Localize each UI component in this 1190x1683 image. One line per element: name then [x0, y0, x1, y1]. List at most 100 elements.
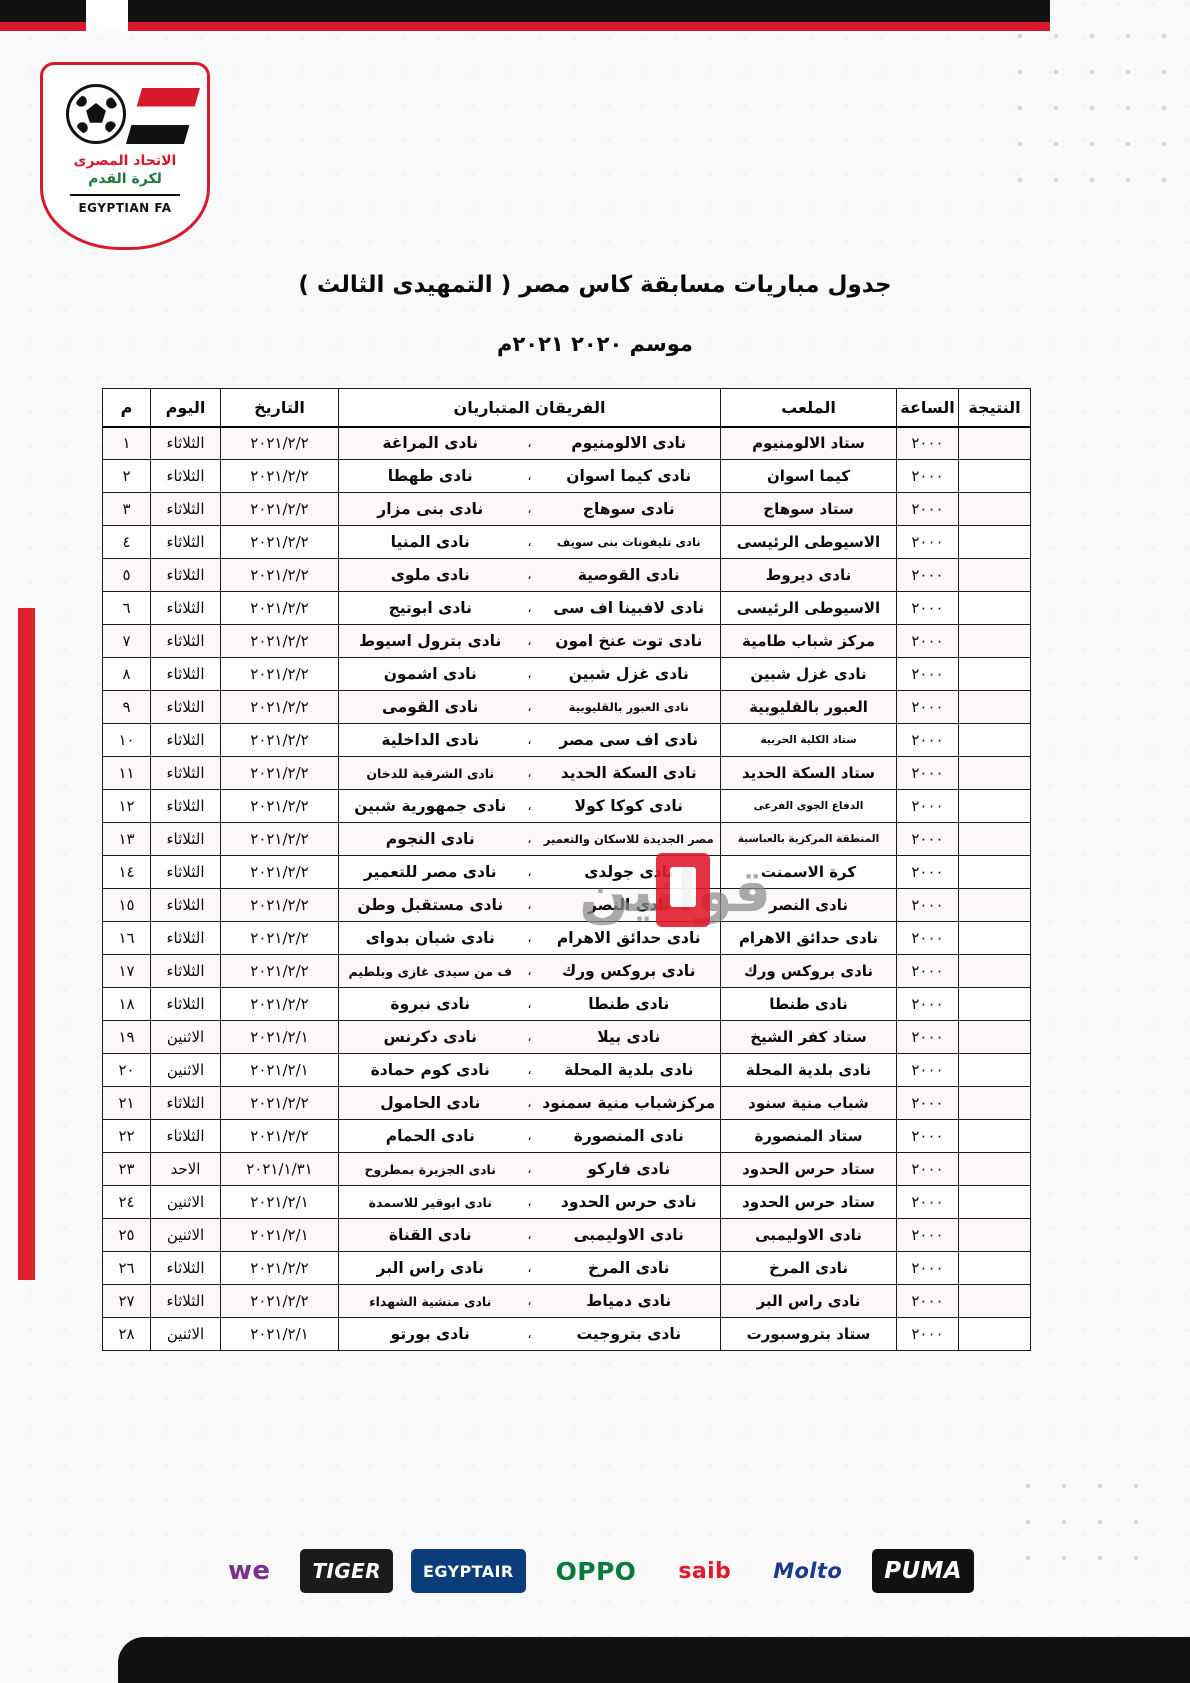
cell-time: ٢٠٠٠ — [896, 1218, 959, 1252]
cell-teams: نادى طنطا ، نادى نبروة — [338, 987, 721, 1021]
cell-day: الثلاثاء — [150, 1251, 221, 1285]
versus-separator-icon: ، — [527, 1095, 532, 1111]
cell-no: ٢٨ — [102, 1317, 151, 1351]
cell-time: ٢٠٠٠ — [896, 558, 959, 592]
cell-result — [958, 525, 1031, 559]
cell-time: ٢٠٠٠ — [896, 492, 959, 526]
cell-teams: نادى فاركو ، نادى الجزيرة بمطروح — [338, 1152, 721, 1186]
team-home-name: مصر الجديدة للاسكان والتعمير — [543, 832, 714, 846]
cell-date: ٢٠٢١/٢/٢ — [220, 987, 339, 1021]
cell-time: ٢٠٠٠ — [896, 1251, 959, 1285]
team-home-name: نادى دمياط — [586, 1292, 672, 1310]
table-row: ٢٠٠٠ نادى النصر نادى النصر ، نادى مستقبل وطن… — [102, 888, 1031, 922]
team-home-name: نادى كوكا كولا — [574, 797, 683, 815]
cell-time: ٢٠٠٠ — [896, 1053, 959, 1087]
cell-no: ٢٧ — [102, 1284, 151, 1318]
cell-stadium: الاسيوطى الرئيسى — [720, 591, 897, 625]
cell-no: ١٢ — [102, 789, 151, 823]
team-away-name: نادى مصر للتعمير — [363, 863, 497, 881]
crest-divider — [70, 194, 180, 196]
cell-date: ٢٠٢١/٢/٢ — [220, 690, 339, 724]
cell-teams: نادى اف سى مصر ، نادى الداخلية — [338, 723, 721, 757]
cell-teams: نادى الالومنيوم ، نادى المراغة — [338, 426, 721, 460]
cell-result — [958, 1251, 1031, 1285]
cell-time: ٢٠٠٠ — [896, 888, 959, 922]
versus-separator-icon: ، — [527, 435, 532, 451]
cell-date: ٢٠٢١/٢/٢ — [220, 954, 339, 988]
cell-stadium: ستاد حرس الحدود — [720, 1152, 897, 1186]
crest-english-name: EGYPTIAN FA — [78, 201, 172, 215]
versus-separator-icon: ، — [527, 633, 532, 649]
cell-day: الاثنين — [150, 1185, 221, 1219]
cell-result — [958, 756, 1031, 790]
table-row: ٢٠٠٠ نادى غزل شبين نادى غزل شبين ، نادى اشمو… — [102, 657, 1031, 691]
cell-stadium: نادى الاوليمبى — [720, 1218, 897, 1252]
cell-result — [958, 1317, 1031, 1351]
cell-day: الثلاثاء — [150, 723, 221, 757]
table-row: ٢٠٠٠ كيما اسوان نادى كيما اسوان ، نادى طهطا ٢… — [102, 459, 1031, 493]
table-row: ٢٠٠٠ نادى حدائق الاهرام نادى حدائق الاهرام… — [102, 921, 1031, 955]
cell-date: ٢٠٢١/٢/٢ — [220, 921, 339, 955]
cell-stadium: ستاد المنصورة — [720, 1119, 897, 1153]
match-schedule-container: النتيجة الساعة الملعب الفريقان المتباريا… — [102, 388, 1031, 1351]
cell-time: ٢٠٠٠ — [896, 1119, 959, 1153]
column-header-day: اليوم — [150, 388, 221, 428]
cell-result — [958, 1020, 1031, 1054]
cell-teams: نادى العبور بالقليوبية ، نادى القومى — [338, 690, 721, 724]
versus-separator-icon: ، — [527, 864, 532, 880]
cell-date: ٢٠٢١/٢/٢ — [220, 822, 339, 856]
team-away-name: نادى ابوتيج — [388, 599, 472, 617]
cell-time: ٢٠٠٠ — [896, 591, 959, 625]
versus-separator-icon: ، — [527, 699, 532, 715]
cell-result — [958, 624, 1031, 658]
cell-no: ٨ — [102, 657, 151, 691]
versus-separator-icon: ، — [527, 765, 532, 781]
table-row: ٢٠٠٠ ستاد كفر الشيخ نادى بيلا ، نادى دكرنس ٢٠… — [102, 1020, 1031, 1054]
cell-teams: نادى السكة الحديد ، نادى الشرقية للدخان — [338, 756, 721, 790]
cell-stadium: نادى غزل شبين — [720, 657, 897, 691]
left-red-stripe — [18, 608, 35, 1280]
cell-stadium: ستاد سوهاج — [720, 492, 897, 526]
cell-no: ٢٤ — [102, 1185, 151, 1219]
cell-result — [958, 657, 1031, 691]
versus-separator-icon: ، — [527, 1029, 532, 1045]
cell-date: ٢٠٢١/٢/٢ — [220, 426, 339, 460]
match-schedule-table: النتيجة الساعة الملعب الفريقان المتباريا… — [102, 388, 1031, 1351]
cell-no: ٢٠ — [102, 1053, 151, 1087]
cell-stadium: ستاد حرس الحدود — [720, 1185, 897, 1219]
cell-stadium: نادى راس البر — [720, 1284, 897, 1318]
cell-stadium: نادى بروكس ورك — [720, 954, 897, 988]
cell-no: ٢٥ — [102, 1218, 151, 1252]
cell-date: ٢٠٢١/٢/٢ — [220, 1284, 339, 1318]
cell-date: ٢٠٢١/٢/١ — [220, 1053, 339, 1087]
team-away-name: نادى مستقبل وطن — [357, 896, 504, 914]
table-row: ٢٠٠٠ المنطقة المركزية بالعباسية مصر الجديد… — [102, 822, 1031, 856]
cell-teams: نادى الاوليمبى ، نادى القناة — [338, 1218, 721, 1252]
versus-separator-icon: ، — [527, 732, 532, 748]
table-row: ٢٠٠٠ شباب منية سنود مركزشباب منية سمنود ، نا… — [102, 1086, 1031, 1120]
cell-result — [958, 789, 1031, 823]
cell-day: الثلاثاء — [150, 855, 221, 889]
cell-no: ٤ — [102, 525, 151, 559]
cell-date: ٢٠٢١/٢/٢ — [220, 525, 339, 559]
dot-pattern-bottom-right — [1010, 1468, 1150, 1578]
cell-date: ٢٠٢١/٢/١ — [220, 1020, 339, 1054]
cell-result — [958, 591, 1031, 625]
team-away-name: نادى بترول اسيوط — [359, 632, 502, 650]
cell-day: الاثنين — [150, 1218, 221, 1252]
cell-time: ٢٠٠٠ — [896, 822, 959, 856]
cell-day: الثلاثاء — [150, 657, 221, 691]
versus-separator-icon: ، — [527, 1161, 532, 1177]
cell-teams: نادى كوكا كولا ، نادى جمهورية شبين — [338, 789, 721, 823]
cell-stadium: نادى النصر — [720, 888, 897, 922]
cell-stadium: شباب منية سنود — [720, 1086, 897, 1120]
cell-date: ٢٠٢١/٢/١ — [220, 1185, 339, 1219]
table-row: ٢٠٠٠ نادى المرخ نادى المرخ ، نادى راس البر ٢٠… — [102, 1251, 1031, 1285]
table-row: ٢٠٠٠ نادى بلدية المحلة نادى بلدية المحلة ، ن… — [102, 1053, 1031, 1087]
team-home-name: نادى لافبينا اف سى — [553, 599, 705, 617]
sponsor-logo-saib: saib — [678, 1558, 732, 1584]
table-header: النتيجة الساعة الملعب الفريقان المتباريا… — [102, 388, 1031, 428]
team-home-name: نادى الالومنيوم — [571, 434, 687, 453]
cell-date: ٢٠٢١/٢/٢ — [220, 591, 339, 625]
